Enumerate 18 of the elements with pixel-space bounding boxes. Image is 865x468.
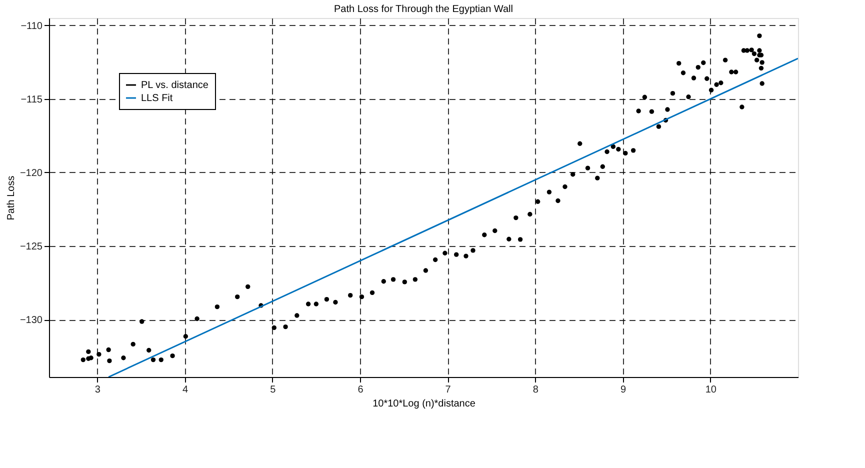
x-tick-label: 6	[358, 384, 364, 396]
y-axis-title: Path Loss	[6, 176, 17, 220]
x-tick-label: 7	[445, 384, 452, 396]
chart-title: Path Loss for Through the Egyptian Wall	[334, 4, 513, 15]
x-axis-title: 10*10*Log (n)*distance	[372, 398, 476, 410]
x-tick-label: 9	[620, 384, 627, 396]
y-tick-label: −115	[20, 94, 43, 106]
x-tick-label: 3	[94, 384, 101, 396]
y-tick-label: −120	[20, 168, 43, 179]
legend-label: PL vs. distance	[141, 80, 209, 91]
x-tick-label: 8	[532, 384, 539, 396]
y-tick-label: −125	[20, 242, 43, 253]
y-tick-label: −130	[20, 315, 43, 326]
x-tick-label: 5	[270, 384, 276, 396]
x-tick-label: 4	[182, 384, 188, 396]
y-tick-label: −110	[20, 20, 43, 32]
x-tick-label: 10	[705, 384, 717, 396]
legend-label: LLS Fit	[141, 93, 173, 104]
